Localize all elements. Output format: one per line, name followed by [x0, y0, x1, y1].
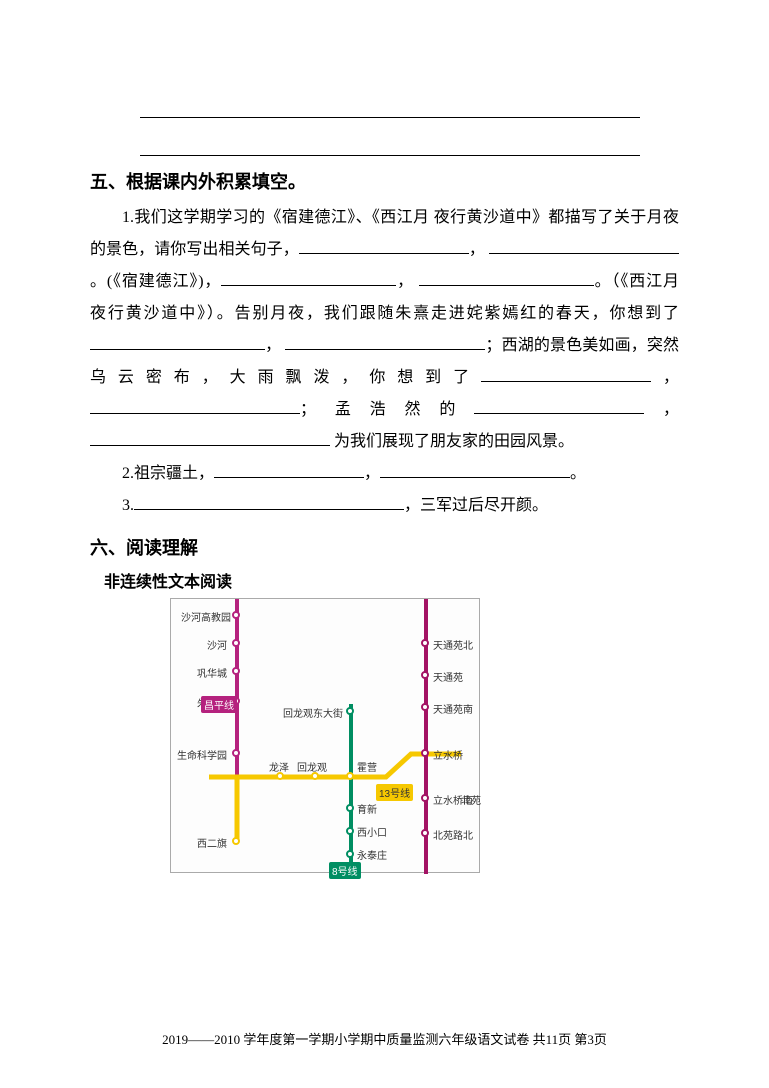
- fill-blank[interactable]: [380, 459, 570, 478]
- subway-map: 沙河高教园 沙河 巩华城 朱辛庄 生命科学园 西二旗 回龙观东大街 龙泽 回龙观…: [170, 598, 480, 873]
- station-label: 沙河: [207, 637, 227, 652]
- q1-text: ；孟浩然的: [300, 401, 474, 418]
- station-label: 北苑路北: [433, 827, 473, 842]
- q1-text: ，: [644, 401, 679, 418]
- station-dot: [232, 749, 240, 757]
- fill-blank[interactable]: [489, 235, 679, 254]
- fill-blank[interactable]: [299, 235, 469, 254]
- q1-text: 为我们展现了朋友家的田园风景。: [334, 433, 574, 450]
- station-label: 回龙观: [297, 759, 327, 774]
- page-footer: 2019——2010 学年度第一学期小学期中质量监测六年级语文试卷 共11页 第…: [0, 1029, 769, 1048]
- fill-blank[interactable]: [90, 395, 300, 414]
- fill-blank[interactable]: [221, 267, 396, 286]
- q1-text: ，: [469, 241, 485, 258]
- fill-blank[interactable]: [419, 267, 594, 286]
- q2-text: 。: [570, 465, 586, 482]
- fill-blank[interactable]: [90, 427, 330, 446]
- station-label: 霍营: [357, 759, 377, 774]
- fill-blank[interactable]: [214, 459, 364, 478]
- station-label: 立水桥: [433, 747, 463, 762]
- station-dot: [232, 837, 240, 845]
- q3-text: ，三军过后尽开颜。: [404, 497, 548, 514]
- section-6-title: 六、阅读理解: [90, 534, 679, 560]
- station-label: 天通苑北: [433, 637, 473, 652]
- line-label-13: 13号线: [376, 784, 413, 801]
- station-dot: [421, 703, 429, 711]
- section-5-title: 五、根据课内外积累填空。: [90, 168, 679, 194]
- line-label-8: 8号线: [329, 862, 361, 879]
- station-dot: [232, 639, 240, 647]
- q2-text: ，: [364, 465, 380, 482]
- answer-blank-line[interactable]: [140, 126, 640, 156]
- station-dot: [346, 772, 354, 780]
- station-label: 天通苑: [433, 669, 463, 684]
- station-label: 永泰庄: [357, 847, 387, 862]
- fill-blank[interactable]: [481, 363, 651, 382]
- station-label: 育新: [357, 801, 377, 816]
- station-label: 西小口: [357, 824, 387, 839]
- section-6-sub: 非连续性文本阅读: [104, 568, 679, 592]
- station-label: 龙泽: [269, 759, 289, 774]
- fill-blank[interactable]: [90, 331, 265, 350]
- station-dot: [232, 667, 240, 675]
- station-dot: [232, 611, 240, 619]
- q1-text: ，: [265, 337, 281, 354]
- q1-text: ，: [396, 273, 414, 290]
- station-dot: [421, 671, 429, 679]
- fill-blank[interactable]: [474, 395, 644, 414]
- answer-blank-line[interactable]: [140, 88, 640, 118]
- station-dot: [346, 827, 354, 835]
- station-dot: [421, 829, 429, 837]
- station-label: 生命科学园: [177, 747, 227, 762]
- q3-text: 3.: [122, 497, 134, 514]
- line-label-changping: 昌平线: [201, 696, 237, 713]
- q2-text: 2.祖宗疆土，: [122, 465, 214, 482]
- station-label: 回龙观东大街: [283, 705, 343, 720]
- question-5-2: 2.祖宗疆土， ， 。: [90, 458, 679, 490]
- station-dot: [421, 749, 429, 757]
- station-label: 西二旗: [197, 835, 227, 850]
- question-5-1: 1.我们这学期学习的《宿建德江》、《西江月 夜行黄沙道中》都描写了关于月夜的景色…: [90, 202, 679, 458]
- station-label: 北苑: [461, 792, 481, 807]
- station-dot: [421, 794, 429, 802]
- question-5-3: 3. ，三军过后尽开颜。: [90, 490, 679, 522]
- q1-text: 。(《宿建德江》)，: [90, 273, 221, 290]
- station-dot: [346, 804, 354, 812]
- station-dot: [346, 850, 354, 858]
- station-dot: [346, 707, 354, 715]
- q1-text: ，: [651, 369, 679, 386]
- station-dot: [421, 639, 429, 647]
- station-label: 沙河高教园: [181, 609, 231, 624]
- fill-blank[interactable]: [134, 491, 404, 510]
- fill-blank[interactable]: [285, 331, 485, 350]
- station-label: 巩华城: [197, 665, 227, 680]
- station-label: 天通苑南: [433, 701, 473, 716]
